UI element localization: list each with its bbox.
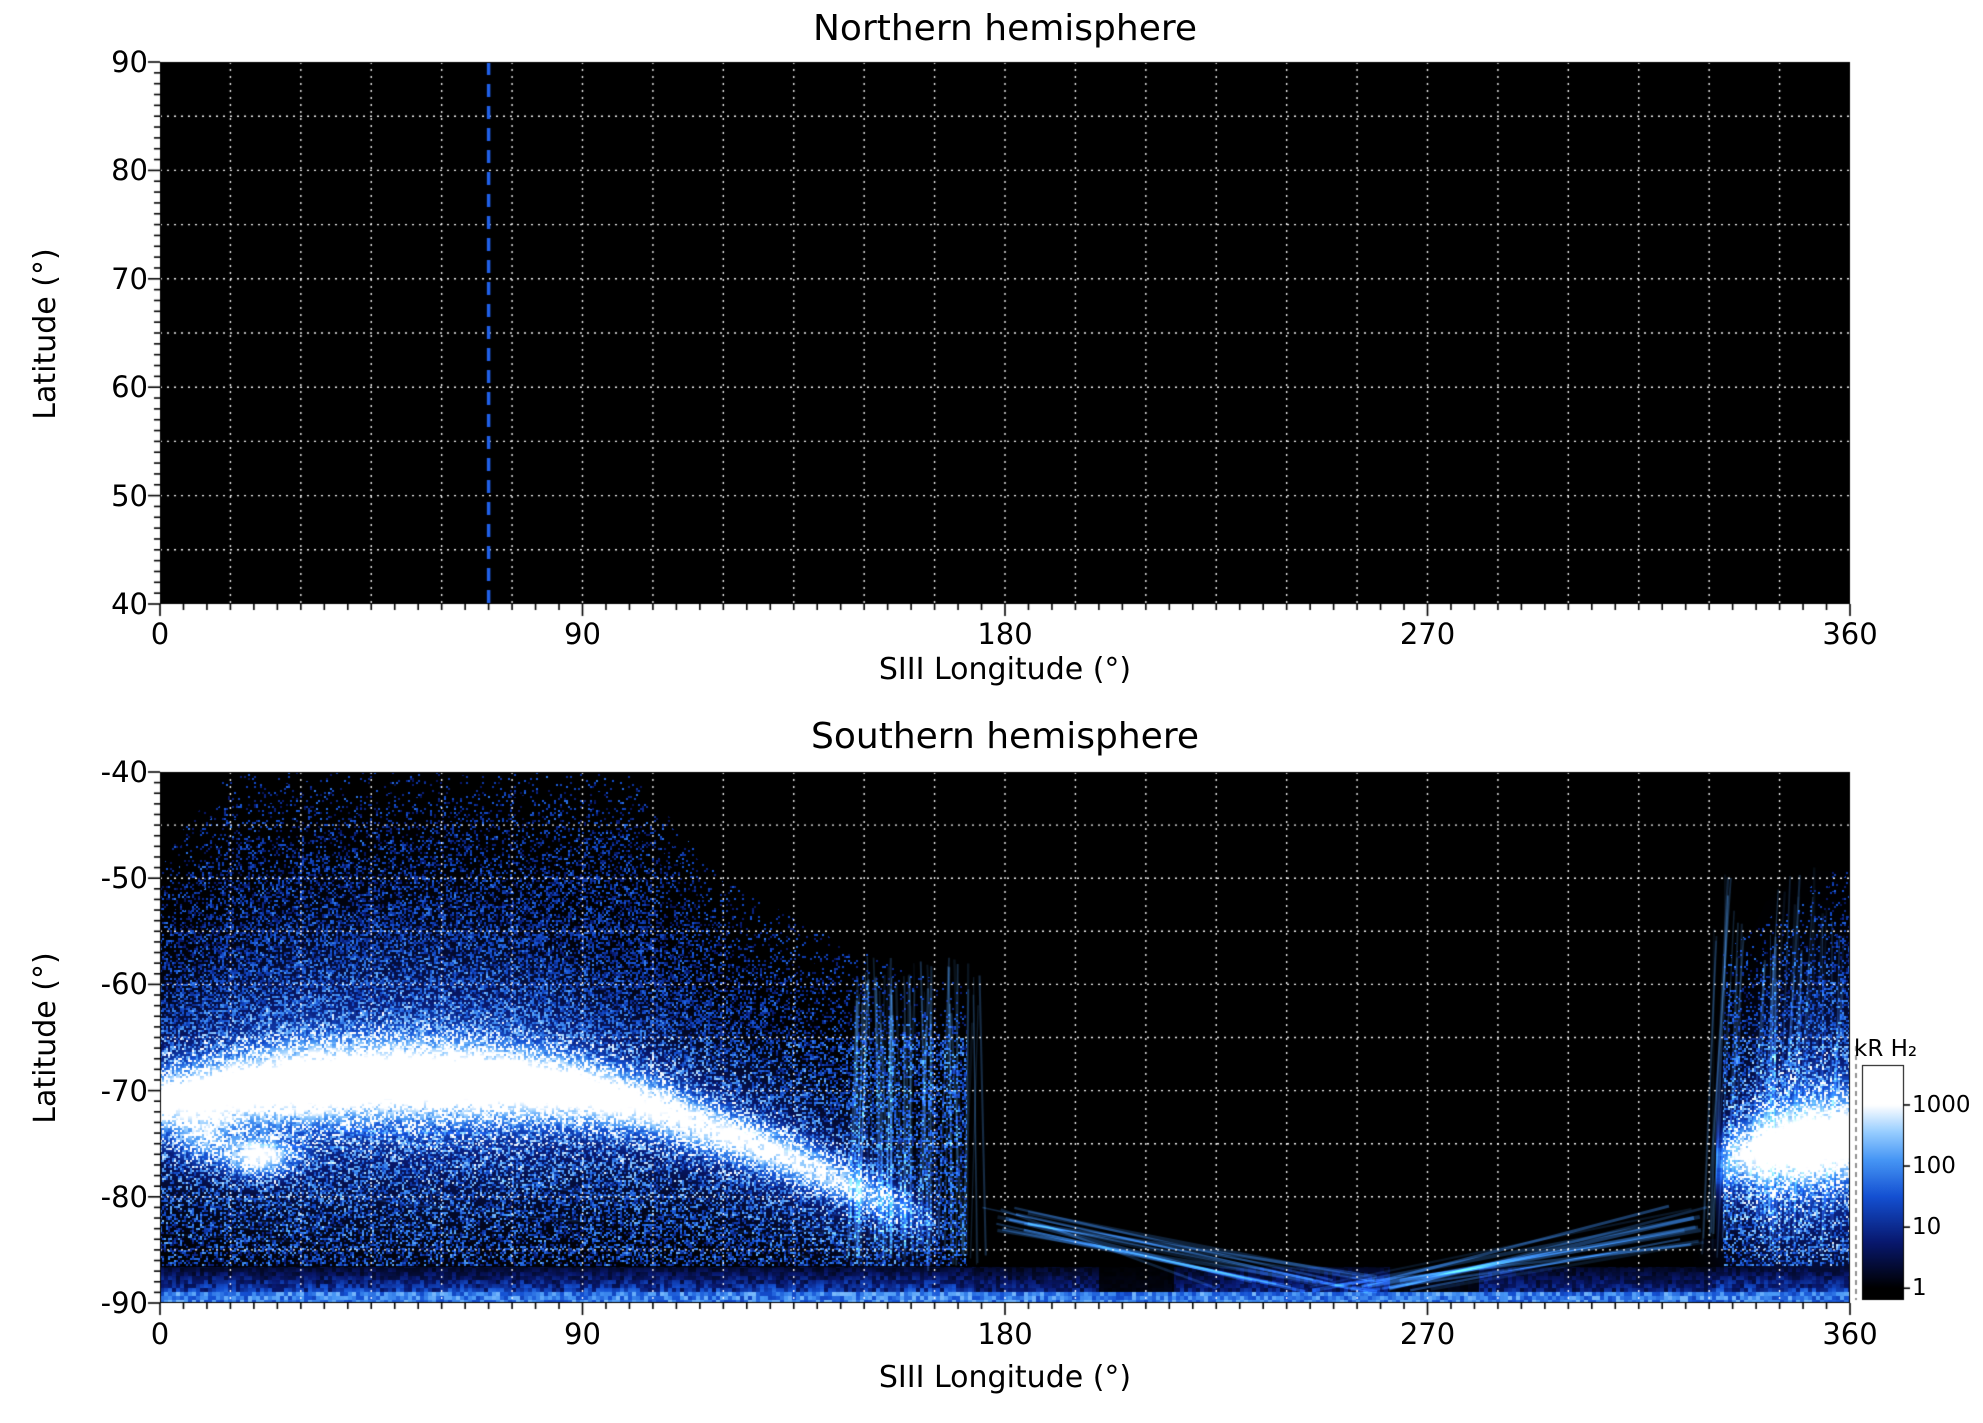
south-x-tick-label: 270: [1399, 1317, 1456, 1351]
colorbar-units-label: kR H₂: [1854, 1036, 1918, 1062]
north-x-tick-label: 360: [1822, 617, 1878, 651]
north-y-tick-label: 40: [111, 587, 148, 621]
north-y-axis-label: Latitude (°): [28, 248, 63, 420]
north-x-tick-label: 270: [1399, 617, 1456, 651]
south-panel-title: Southern hemisphere: [811, 716, 1199, 757]
colorbar-tick-label: 1: [1912, 1275, 1927, 1302]
colorbar-tick-label: 100: [1912, 1153, 1956, 1180]
south-y-tick-label: -50: [100, 861, 148, 896]
north-y-tick-label: 90: [111, 45, 148, 79]
north-x-tick-label: 0: [150, 617, 170, 651]
south-y-tick-label: -60: [100, 967, 148, 1002]
south-y-tick-label: -80: [100, 1179, 148, 1214]
south-y-tick-label: -70: [100, 1073, 148, 1108]
north-y-tick-label: 60: [111, 370, 148, 405]
north-panel-title: Northern hemisphere: [812, 8, 1198, 49]
south-x-tick-label: 0: [150, 1317, 170, 1351]
south-y-tick-label: -90: [100, 1286, 148, 1320]
south-x-axis-label: SIII Longitude (°): [878, 1360, 1132, 1395]
north-x-axis-label: SIII Longitude (°): [878, 652, 1132, 687]
north-y-tick-label: 50: [111, 478, 148, 513]
south-x-tick-label: 90: [564, 1317, 601, 1351]
colorbar-tick-label: 1000: [1912, 1091, 1971, 1118]
south-y-tick-label: -40: [100, 755, 148, 789]
colorbar-tick-label: 10: [1912, 1214, 1942, 1241]
south-x-tick-label: 360: [1822, 1317, 1878, 1351]
south-x-tick-label: 180: [977, 1317, 1033, 1351]
north-y-tick-label: 70: [111, 261, 148, 296]
north-x-tick-label: 90: [564, 617, 601, 651]
north-y-tick-label: 80: [111, 153, 148, 188]
north-x-tick-label: 180: [977, 617, 1033, 651]
south-y-axis-label: Latitude (°): [28, 952, 63, 1124]
